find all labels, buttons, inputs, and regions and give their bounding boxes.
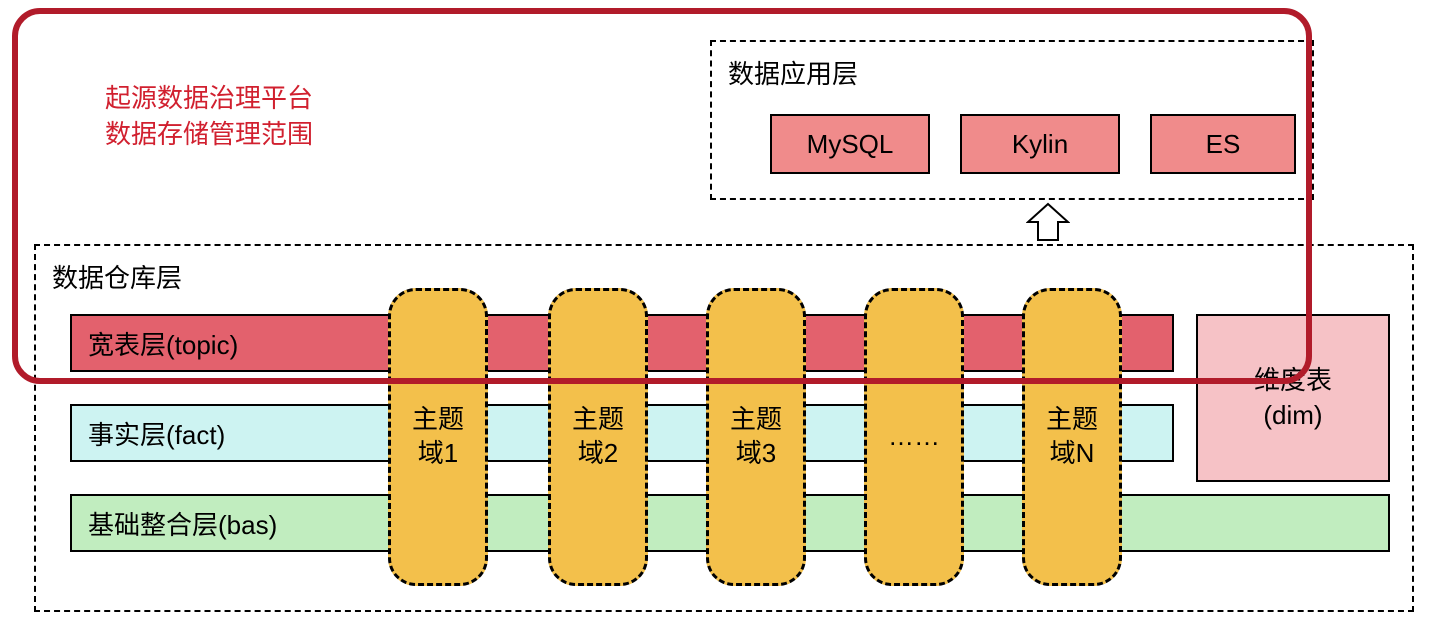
subject-domain: 主题 域2 [548,288,648,586]
subject-domain: …… [864,288,964,586]
caption-line: 数据存储管理范围 [105,116,313,152]
app-item: MySQL [770,114,930,174]
caption: 起源数据治理平台数据存储管理范围 [105,80,313,152]
dw-layer-title: 数据仓库层 [52,258,182,295]
app-layer-title: 数据应用层 [728,54,858,91]
dim-table-box: 维度表 (dim) [1196,314,1390,482]
dim-label-top: 维度表 [1254,363,1332,398]
arrow-up-icon [1026,202,1070,242]
app-item: Kylin [960,114,1120,174]
subject-domain: 主题 域1 [388,288,488,586]
app-item: ES [1150,114,1296,174]
dim-label-bottom: (dim) [1254,398,1332,433]
subject-domain: 主题 域N [1022,288,1122,586]
caption-line: 起源数据治理平台 [105,80,313,116]
subject-domain: 主题 域3 [706,288,806,586]
